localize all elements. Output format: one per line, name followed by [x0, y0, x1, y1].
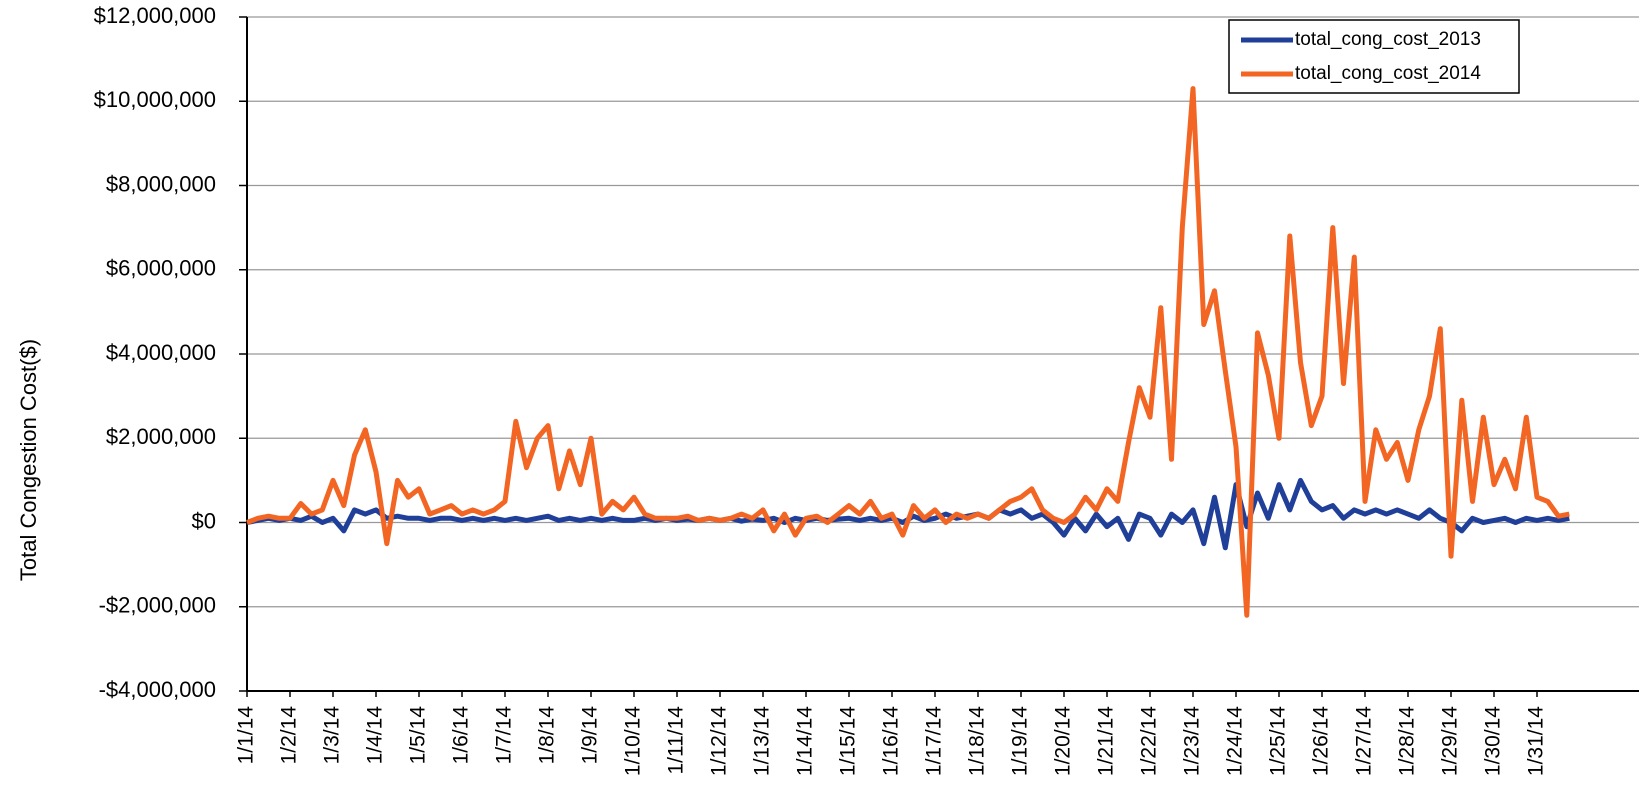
y-tick-label: $6,000,000 — [106, 256, 216, 281]
x-tick-label: 1/24/14 — [1224, 706, 1247, 776]
x-tick-label: 1/13/14 — [751, 706, 774, 776]
data-line — [246, 86, 1570, 618]
x-tick-label: 1/22/14 — [1138, 706, 1161, 776]
legend-box — [1228, 19, 1520, 94]
y-tick-label: -$2,000,000 — [99, 593, 216, 618]
y-tick-label: $12,000,000 — [94, 3, 216, 28]
y-tick-label: $2,000,000 — [106, 424, 216, 449]
x-tick-label: 1/17/14 — [923, 706, 946, 776]
y-tick-label: $4,000,000 — [106, 340, 216, 365]
x-tick-label: 1/9/14 — [579, 706, 602, 765]
x-tick-label: 1/4/14 — [364, 706, 387, 765]
x-tick-label: 1/29/14 — [1439, 706, 1462, 776]
x-tick-label: 1/11/14 — [665, 706, 688, 775]
x-tick-label: 1/30/14 — [1482, 706, 1505, 776]
x-tick-label: 1/12/14 — [708, 706, 731, 776]
x-tick-label: 1/16/14 — [880, 706, 903, 776]
x-tick-label: 1/25/14 — [1267, 706, 1290, 776]
x-tick-label: 1/14/14 — [794, 706, 817, 776]
y-axis-label: Total Congestion Cost($) — [16, 339, 41, 581]
x-tick-label: 1/15/14 — [837, 706, 860, 776]
x-tick-label: 1/21/14 — [1095, 706, 1118, 776]
y-tick-label: $0 — [192, 508, 216, 533]
x-tick-label: 1/1/14 — [235, 706, 258, 765]
x-tick-label: 1/28/14 — [1396, 706, 1419, 776]
x-tick-label: 1/3/14 — [321, 706, 344, 765]
x-tick-label: 1/31/14 — [1525, 706, 1548, 776]
x-tick-label: 1/10/14 — [622, 706, 645, 776]
x-tick-label: 1/8/14 — [536, 706, 559, 765]
x-tick-label: 1/19/14 — [1009, 706, 1032, 776]
x-tick-label: 1/26/14 — [1310, 706, 1333, 776]
x-tick-label: 1/18/14 — [966, 706, 989, 776]
x-tick-label: 1/2/14 — [278, 706, 301, 765]
x-tick-label: 1/6/14 — [450, 706, 473, 765]
x-tick-label: 1/7/14 — [493, 706, 516, 765]
x-tick-label: 1/5/14 — [407, 706, 430, 765]
y-tick-label: $8,000,000 — [106, 171, 216, 196]
x-tick-label: 1/20/14 — [1052, 706, 1075, 776]
x-tick-label: 1/23/14 — [1181, 706, 1204, 776]
x-tick-label: 1/27/14 — [1353, 706, 1376, 776]
legend-label: total_cong_cost_2013 — [1295, 29, 1481, 50]
y-tick-label: -$4,000,000 — [99, 677, 216, 702]
legend-label: total_cong_cost_2014 — [1295, 63, 1481, 84]
y-tick-label: $10,000,000 — [94, 87, 216, 112]
